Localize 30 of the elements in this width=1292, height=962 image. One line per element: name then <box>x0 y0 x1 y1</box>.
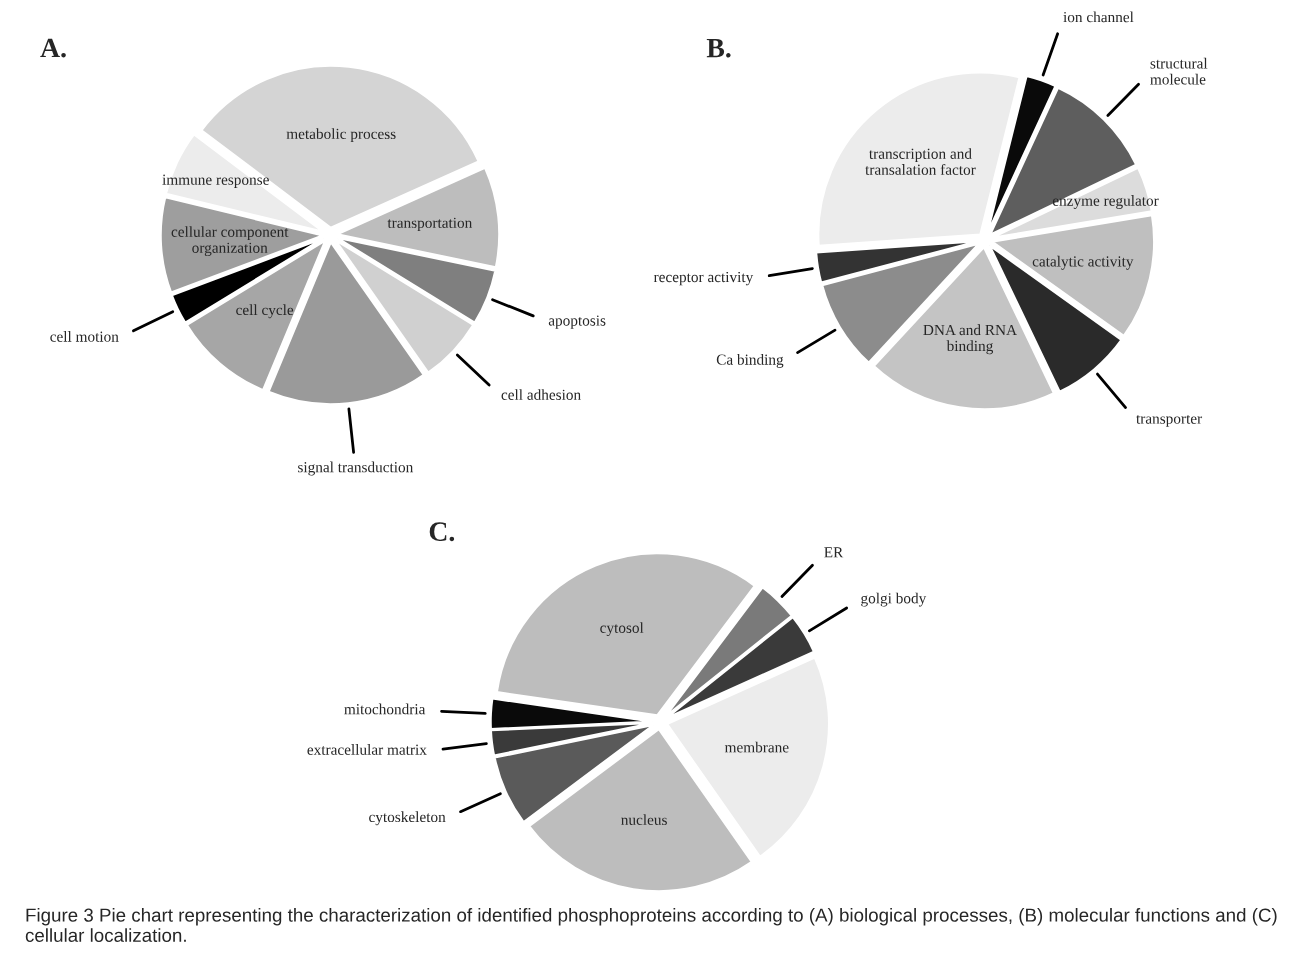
slice-label: apoptosis <box>548 315 606 329</box>
slice-label: enzyme regulator <box>1052 195 1159 209</box>
slice-label: cytoskeleton <box>369 811 446 826</box>
slice-label: ER <box>824 547 844 558</box>
chart-title: A. <box>40 38 66 58</box>
slice-label: mitochondria <box>344 703 426 715</box>
slice-label: immune response <box>162 174 269 188</box>
chart-title: C. <box>429 522 455 542</box>
slice-label: Ca binding <box>716 354 784 368</box>
slice-label: extracellular matrix <box>307 744 427 755</box>
slice-label: cell adhesion <box>501 389 581 400</box>
slice-label: metabolic process <box>286 128 396 143</box>
slice-label: nucleus <box>621 814 667 825</box>
slice-label: transportation <box>387 217 473 232</box>
slice-label: DNA and RNA binding <box>923 324 1017 355</box>
slice-label: cell cycle <box>236 304 294 319</box>
slice-label: transcription and transalation factor <box>865 148 976 175</box>
slice-label: ion channel <box>1063 11 1134 23</box>
slice-label: membrane <box>724 741 789 753</box>
slice-label: catalytic activity <box>1032 255 1134 270</box>
slice-label: cell motion <box>50 331 119 342</box>
caption: Figure 3 Pie chart representing the characterization of identified phosphoproteins according to (A) biological processes, (B) molecular functions and (C) cellular localization. <box>25 908 1277 942</box>
text: B. <box>706 38 731 58</box>
slice-label: golgi body <box>861 592 927 607</box>
slice-label: cellular component organization <box>171 226 289 257</box>
slice-label: structural molecule <box>1150 57 1208 85</box>
slice-label: signal transduction <box>298 461 414 476</box>
slice-label: cytosol <box>600 622 644 637</box>
slice-label: transporter <box>1136 415 1203 427</box>
slice-label: receptor activity <box>653 271 754 286</box>
